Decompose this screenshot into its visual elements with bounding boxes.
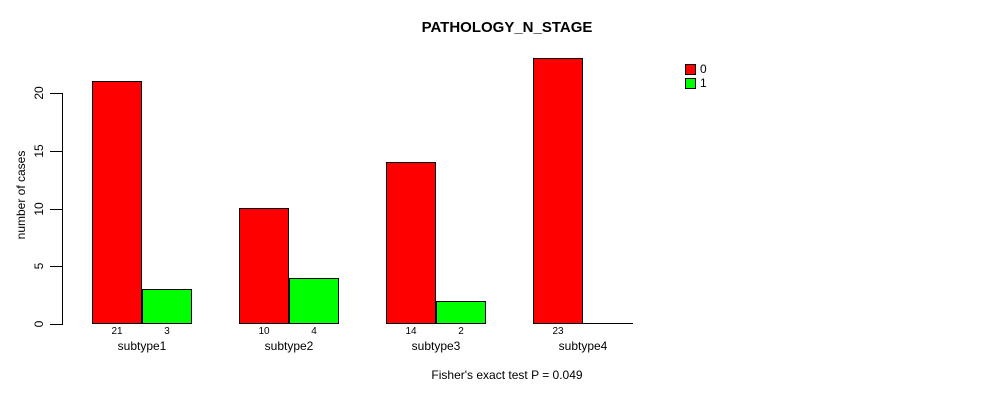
bar-value-label: 21 [111, 326, 123, 337]
zero-bar-line-subtype4-series1 [583, 323, 633, 324]
x-category-label-subtype2: subtype2 [264, 339, 314, 353]
bar-value-label: 4 [311, 326, 317, 337]
legend-swatch [685, 64, 696, 75]
y-tick [50, 324, 63, 325]
y-tick [50, 209, 63, 210]
y-tick-label: 15 [32, 144, 46, 158]
bar-value-label: 3 [164, 326, 170, 337]
legend-label: 0 [700, 62, 707, 76]
chart-title: PATHOLOGY_N_STAGE [421, 19, 593, 36]
y-tick-label: 10 [32, 202, 46, 216]
bar-value-label: 14 [405, 326, 417, 337]
bar-value-label: 10 [258, 326, 270, 337]
bar-subtype1-series1 [142, 289, 192, 324]
bar-subtype1-series0 [92, 81, 142, 324]
y-tick-label: 5 [32, 262, 46, 270]
bar-value-label: 2 [458, 326, 464, 337]
bar-subtype3-series1 [436, 301, 486, 324]
legend-item-1: 1 [685, 76, 707, 90]
bar-value-label: 23 [552, 326, 564, 337]
legend-label: 1 [700, 76, 707, 90]
y-tick-label: 20 [32, 86, 46, 100]
legend-swatch [685, 78, 696, 89]
bar-subtype2-series1 [289, 278, 339, 324]
x-category-label-subtype1: subtype1 [117, 339, 167, 353]
x-category-label-subtype3: subtype3 [411, 339, 461, 353]
y-tick [50, 93, 63, 94]
y-tick-label: 0 [32, 320, 46, 328]
y-tick [50, 266, 63, 267]
y-tick [50, 151, 63, 152]
bar-subtype2-series0 [239, 208, 289, 324]
bar-subtype3-series0 [386, 162, 436, 324]
footnote: Fisher's exact test P = 0.049 [431, 368, 583, 382]
x-category-label-subtype4: subtype4 [558, 339, 608, 353]
legend-item-0: 0 [685, 62, 707, 76]
bar-subtype4-series0 [533, 58, 583, 324]
